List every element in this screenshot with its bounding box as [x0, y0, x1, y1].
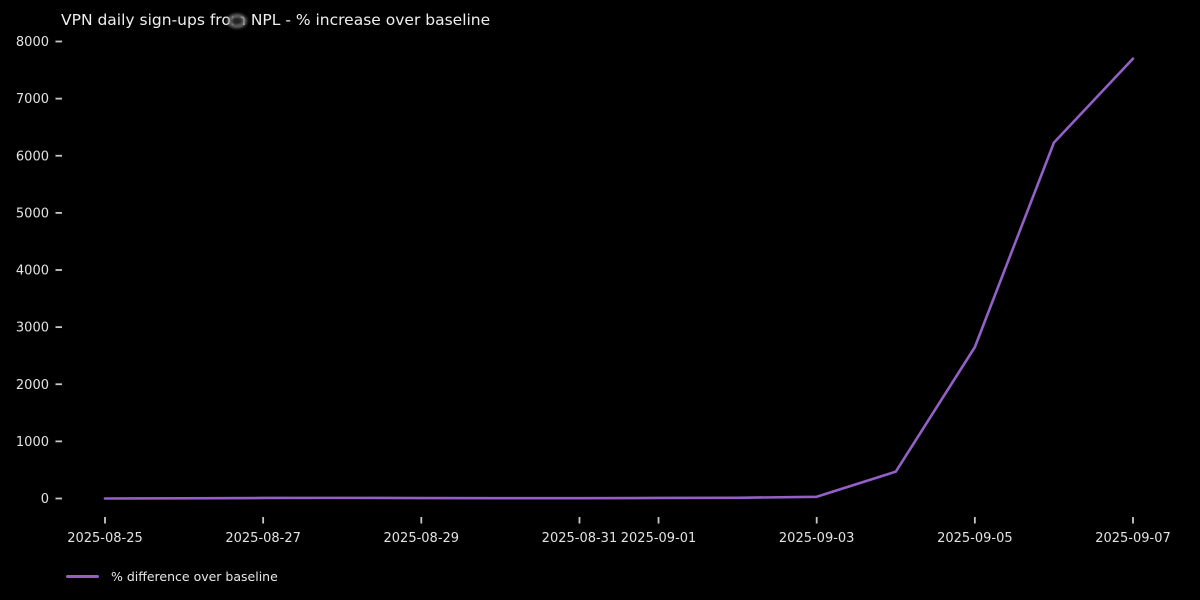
- x-tick-label: 2025-08-31: [542, 531, 618, 546]
- series-line: [103, 57, 1135, 500]
- y-tick-label: 8000: [16, 35, 49, 50]
- x-tick-label: 2025-09-07: [1095, 531, 1171, 546]
- y-tick-label: 2000: [16, 378, 49, 393]
- x-tick-label: 2025-08-25: [67, 531, 143, 546]
- y-tick-label: 7000: [16, 92, 49, 107]
- y-tick-label: 4000: [16, 264, 49, 279]
- y-tick-label: 6000: [16, 149, 49, 164]
- legend-label: % difference over baseline: [111, 568, 278, 584]
- y-tick-label: 0: [41, 492, 49, 507]
- x-tick-label: 2025-09-03: [779, 531, 855, 546]
- y-tick-label: 5000: [16, 206, 49, 221]
- y-tick-label: 3000: [16, 321, 49, 336]
- chart-title: VPN daily sign-ups from NPL - % increase…: [61, 11, 491, 29]
- x-tick-label: 2025-09-01: [621, 531, 697, 546]
- legend-line-swatch: [66, 574, 99, 578]
- legend: % difference over baseline: [66, 566, 278, 586]
- x-tick-label: 2025-08-27: [225, 531, 301, 546]
- x-tick-label: 2025-08-29: [384, 531, 460, 546]
- y-tick-label: 1000: [16, 435, 49, 450]
- x-tick-label: 2025-09-05: [937, 531, 1013, 546]
